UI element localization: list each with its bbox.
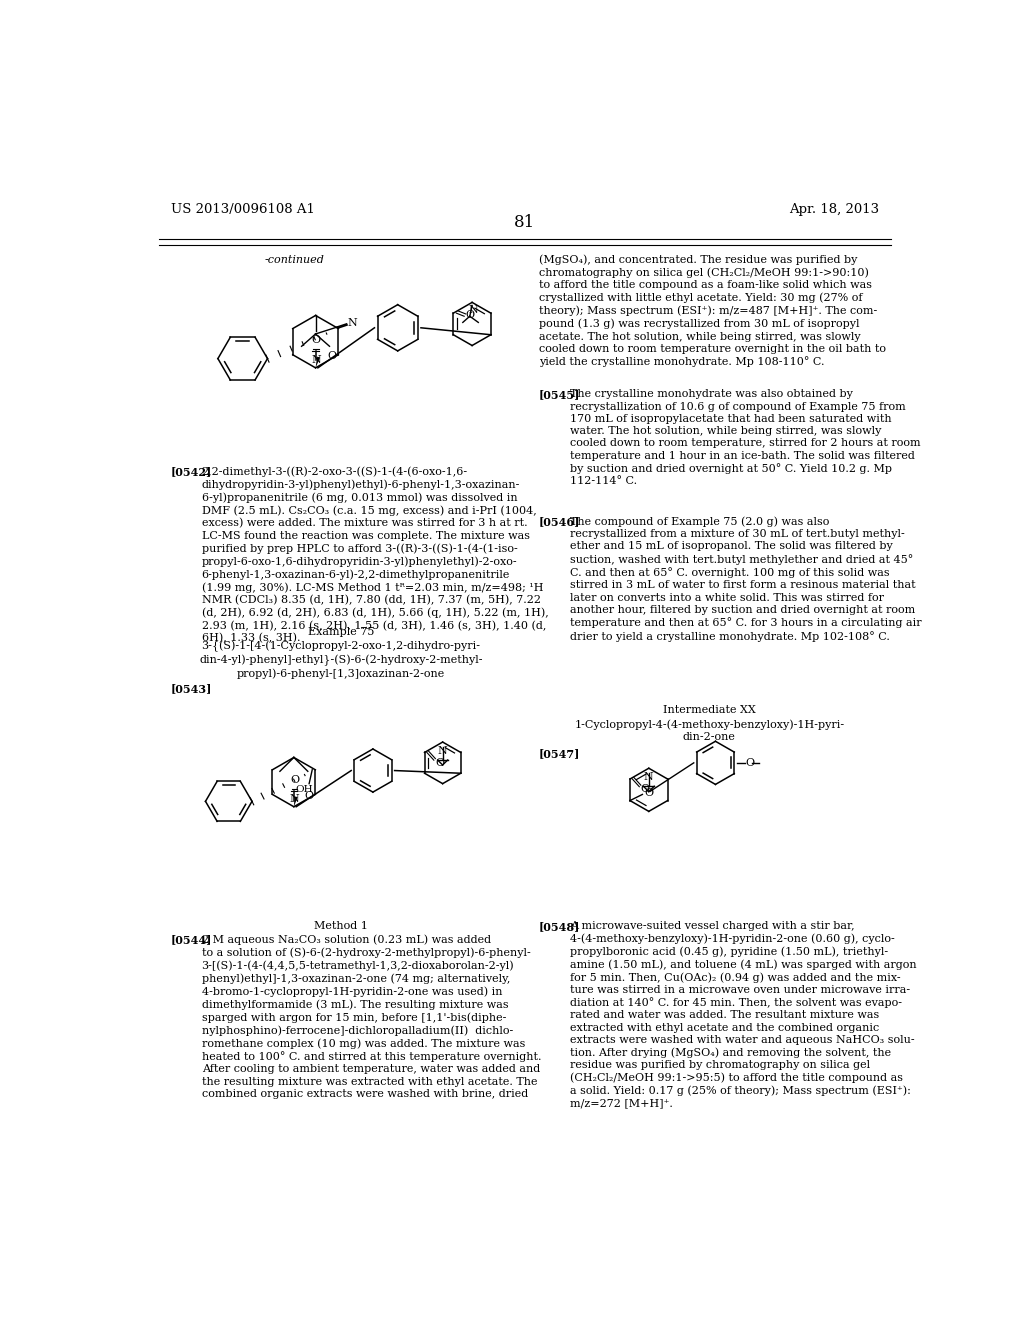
Text: -continued: -continued (264, 255, 325, 264)
Text: N: N (290, 793, 299, 804)
Text: O: O (328, 351, 337, 362)
Text: O: O (311, 335, 321, 345)
Text: [0547]: [0547] (539, 748, 581, 759)
Text: O: O (641, 784, 650, 795)
Text: O: O (644, 788, 653, 797)
Text: [0545]: [0545] (539, 389, 581, 400)
Text: [0543]: [0543] (171, 684, 212, 694)
Text: O: O (304, 791, 313, 801)
Text: O: O (466, 310, 475, 321)
Polygon shape (315, 356, 321, 368)
Text: Example 75: Example 75 (308, 627, 375, 636)
Text: (MgSO₄), and concentrated. The residue was purified by
chromatography on silica : (MgSO₄), and concentrated. The residue w… (539, 255, 886, 367)
Text: O: O (745, 758, 755, 768)
Text: O: O (290, 775, 299, 785)
Text: [0548]: [0548] (539, 921, 581, 932)
Polygon shape (294, 796, 298, 807)
Text: 1-Cyclopropyl-4-(4-methoxy-benzyloxy)-1H-pyri-
din-2-one: 1-Cyclopropyl-4-(4-methoxy-benzyloxy)-1H… (574, 719, 845, 742)
Text: 2 M aqueous Na₂CO₃ solution (0.23 mL) was added
to a solution of (S)-6-(2-hydrox: 2 M aqueous Na₂CO₃ solution (0.23 mL) wa… (202, 935, 541, 1098)
Text: US 2013/0096108 A1: US 2013/0096108 A1 (171, 203, 314, 216)
Text: Intermediate XX: Intermediate XX (663, 705, 756, 715)
Text: A microwave-suited vessel charged with a stir bar,
4-(4-methoxy-benzyloxy)-1H-py: A microwave-suited vessel charged with a… (569, 921, 916, 1109)
Text: N: N (644, 772, 653, 781)
Text: [0546]: [0546] (539, 516, 581, 528)
Text: OH: OH (296, 785, 313, 795)
Text: [0542]: [0542] (171, 466, 212, 478)
Text: 3-{(S)-1-[4-(1-Cyclopropyl-2-oxo-1,2-dihydro-pyri-
din-4-yl)-phenyl]-ethyl}-(S)-: 3-{(S)-1-[4-(1-Cyclopropyl-2-oxo-1,2-dih… (200, 640, 483, 678)
Text: O: O (435, 758, 444, 768)
Text: 2,2-dimethyl-3-((R)-2-oxo-3-((S)-1-(4-(6-oxo-1,6-
dihydropyridin-3-yl)phenyl)eth: 2,2-dimethyl-3-((R)-2-oxo-3-((S)-1-(4-(6… (202, 466, 549, 644)
Text: Method 1: Method 1 (314, 921, 368, 931)
Text: The crystalline monohydrate was also obtained by
recrystallization of 10.6 g of : The crystalline monohydrate was also obt… (569, 389, 921, 486)
Text: N: N (438, 746, 447, 756)
Text: [0544]: [0544] (171, 935, 212, 945)
Text: N: N (347, 318, 357, 329)
Text: The compound of Example 75 (2.0 g) was also
recrystallized from a mixture of 30 : The compound of Example 75 (2.0 g) was a… (569, 516, 922, 642)
Text: Apr. 18, 2013: Apr. 18, 2013 (788, 203, 879, 216)
Text: 81: 81 (514, 214, 536, 231)
Text: N: N (311, 355, 322, 364)
Text: N: N (468, 305, 478, 315)
